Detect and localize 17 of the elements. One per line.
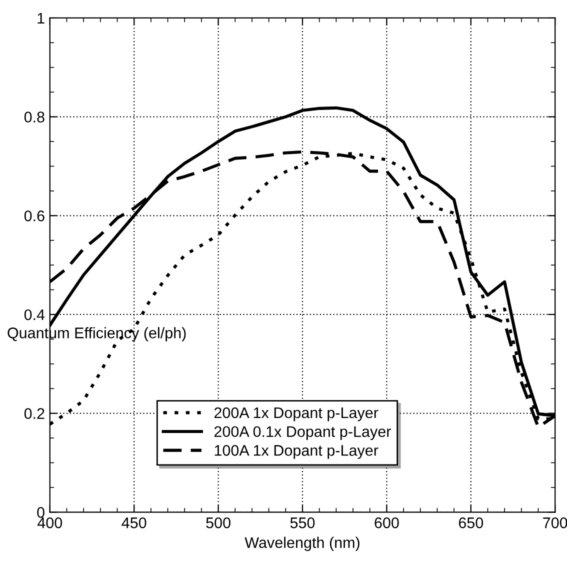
x-tick-label: 700: [543, 517, 567, 528]
y-tick-label: 0.2: [24, 408, 44, 419]
legend-label: 100A 1x Dopant p-Layer: [214, 445, 378, 459]
x-tick-label: 650: [458, 517, 484, 528]
y-tick-label: 0: [37, 507, 44, 518]
x-tick-label: 450: [122, 517, 146, 528]
legend-label: 200A 0.1x Dopant p-Layer: [214, 426, 391, 440]
x-axis-title: Wavelength (nm): [244, 536, 360, 552]
y-tick-label: 0.6: [24, 210, 44, 222]
x-tick-label: 550: [290, 517, 315, 528]
y-tick-label: 0.8: [24, 112, 44, 122]
x-tick-label: 500: [206, 517, 230, 528]
legend-label: 200A 1x Dopant p-Layer: [214, 407, 378, 422]
x-tick-label: 400: [38, 517, 62, 528]
y-tick-label: 0.4: [24, 309, 45, 320]
y-tick-label: 1: [38, 13, 44, 24]
x-tick-label: 600: [374, 517, 399, 528]
